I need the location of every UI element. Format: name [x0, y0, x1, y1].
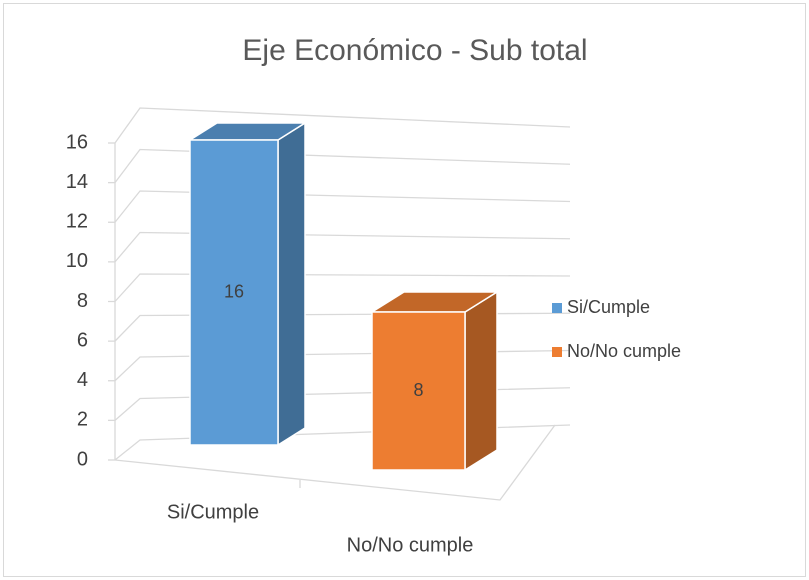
grid-line — [114, 190, 571, 223]
y-tick-label: 14 — [66, 171, 88, 193]
y-tick-label: 10 — [66, 250, 88, 272]
y-tick-label: 4 — [77, 369, 88, 391]
grid-line — [114, 148, 571, 184]
bar-side — [464, 290, 498, 472]
bar — [371, 311, 466, 471]
y-tick-label: 0 — [77, 448, 88, 470]
y-tick-label: 16 — [66, 131, 88, 153]
y-tick-label: 8 — [77, 290, 88, 312]
data-label: 16 — [224, 281, 244, 301]
y-tick-label: 12 — [66, 211, 88, 233]
x-tick-label: No/No cumple — [347, 534, 474, 556]
grid-line — [114, 231, 571, 263]
grid-line — [114, 107, 571, 144]
bar — [189, 139, 279, 446]
data-label: 8 — [413, 380, 423, 400]
y-tick-label: 2 — [77, 409, 88, 431]
floor-edge — [114, 424, 556, 501]
y-tick-label: 6 — [77, 329, 88, 351]
legend-label: Si/Cumple — [567, 297, 650, 317]
legend-label: No/No cumple — [567, 341, 681, 361]
chart-border — [3, 3, 806, 577]
x-tick-label: Si/Cumple — [167, 501, 259, 523]
chart-title: Eje Económico - Sub total — [242, 34, 587, 67]
legend-swatch — [552, 347, 562, 357]
grid-line — [114, 273, 571, 302]
legend-swatch — [552, 303, 562, 313]
bar-side — [277, 121, 306, 447]
